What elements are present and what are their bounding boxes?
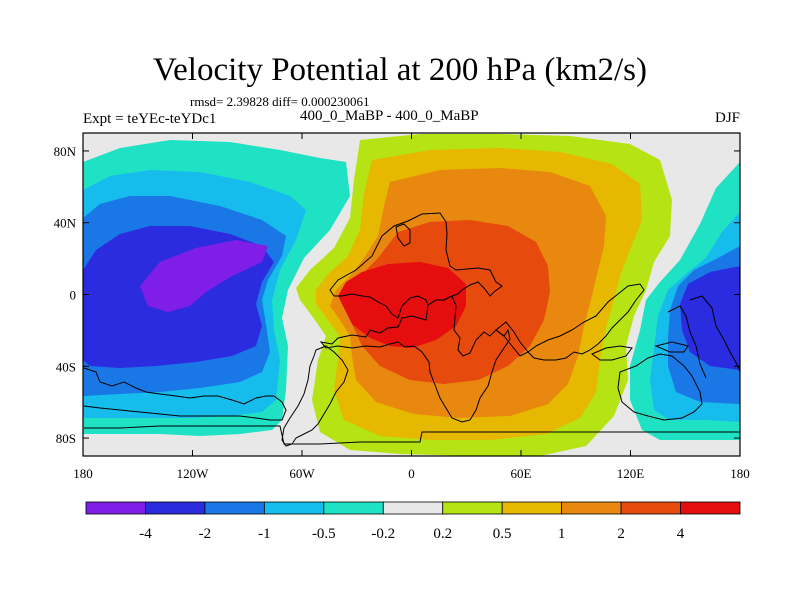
colorbar-swatch bbox=[442, 501, 503, 515]
colorbar-swatch bbox=[382, 501, 444, 515]
y-tick-label: 40N bbox=[54, 216, 77, 231]
x-tick-label: 120W bbox=[177, 466, 210, 481]
colorbar-swatch bbox=[145, 501, 206, 515]
x-tick-label: 60E bbox=[511, 466, 532, 481]
coastline-africa bbox=[319, 295, 511, 423]
coastline-new-guinea bbox=[654, 341, 689, 353]
colorbar-swatch bbox=[323, 501, 384, 515]
coastline-southeast-asia bbox=[527, 283, 645, 361]
y-tick-label: 80N bbox=[54, 144, 77, 159]
band-neg-4-west bbox=[140, 240, 268, 312]
chart-title: Velocity Potential at 200 hPa (km2/s) bbox=[152, 52, 648, 88]
colorbar-label: 0.2 bbox=[433, 526, 452, 542]
colorbar-swatch bbox=[620, 501, 681, 515]
coastline-eurasia bbox=[329, 212, 503, 319]
colorbar-label: 0.5 bbox=[493, 526, 512, 542]
coastline-indonesia bbox=[591, 345, 633, 361]
coastline-pacific-islands bbox=[689, 295, 740, 373]
y-tick-label: 40S bbox=[56, 359, 76, 374]
colorbar-swatch bbox=[680, 501, 741, 515]
colorbar-label: -1 bbox=[258, 526, 271, 542]
y-axis: 80N 40N 0 40S 80S bbox=[54, 144, 740, 446]
colorbar-label: -0.5 bbox=[312, 526, 336, 542]
y-tick-label: 80S bbox=[56, 431, 76, 446]
colorbar-label: -4 bbox=[139, 526, 152, 542]
coastlines bbox=[83, 212, 740, 447]
colorbar-label: -0.2 bbox=[371, 526, 395, 542]
coastline-antarctica bbox=[84, 425, 740, 445]
contour-bands bbox=[83, 134, 740, 456]
season-label: DJF bbox=[714, 110, 740, 126]
chart-stats: rmsd= 2.39828 diff= 0.000230061 bbox=[190, 94, 370, 109]
colorbar-swatch bbox=[263, 501, 325, 515]
x-tick-label: 0 bbox=[408, 466, 415, 481]
coastline-south-america-east bbox=[281, 345, 349, 447]
experiment-label: Expt = teYEc-teYDc1 bbox=[83, 111, 217, 127]
x-tick-label: 120E bbox=[617, 466, 645, 481]
colorbar-label: 4 bbox=[677, 526, 685, 542]
y-tick-label: 0 bbox=[70, 288, 77, 303]
x-tick-label: 180 bbox=[73, 466, 93, 481]
colorbar: -4 -2 -1 -0.5 -0.2 0.2 0.5 1 2 4 bbox=[85, 501, 741, 542]
colorbar-label: 1 bbox=[558, 526, 566, 542]
x-tick-label: 60W bbox=[289, 466, 315, 481]
band-pos-4 bbox=[338, 262, 466, 348]
coastline-australia bbox=[617, 353, 703, 421]
colorbar-label: 2 bbox=[617, 526, 625, 542]
colorbar-label: -2 bbox=[199, 526, 212, 542]
coastline-east-pacific bbox=[667, 305, 707, 379]
coastline-south-america bbox=[83, 367, 287, 421]
coastline-scandinavia bbox=[395, 223, 411, 247]
chart-subtitle: 400_0_MaBP - 400_0_MaBP bbox=[300, 108, 479, 124]
x-axis: 180 120W 60W 0 60E 120E 180 bbox=[73, 133, 750, 481]
colorbar-swatch bbox=[561, 501, 622, 515]
colorbar-swatch bbox=[85, 501, 146, 515]
colorbar-swatch bbox=[204, 501, 265, 515]
colorbar-swatch bbox=[501, 501, 563, 515]
x-tick-label: 180 bbox=[730, 466, 750, 481]
